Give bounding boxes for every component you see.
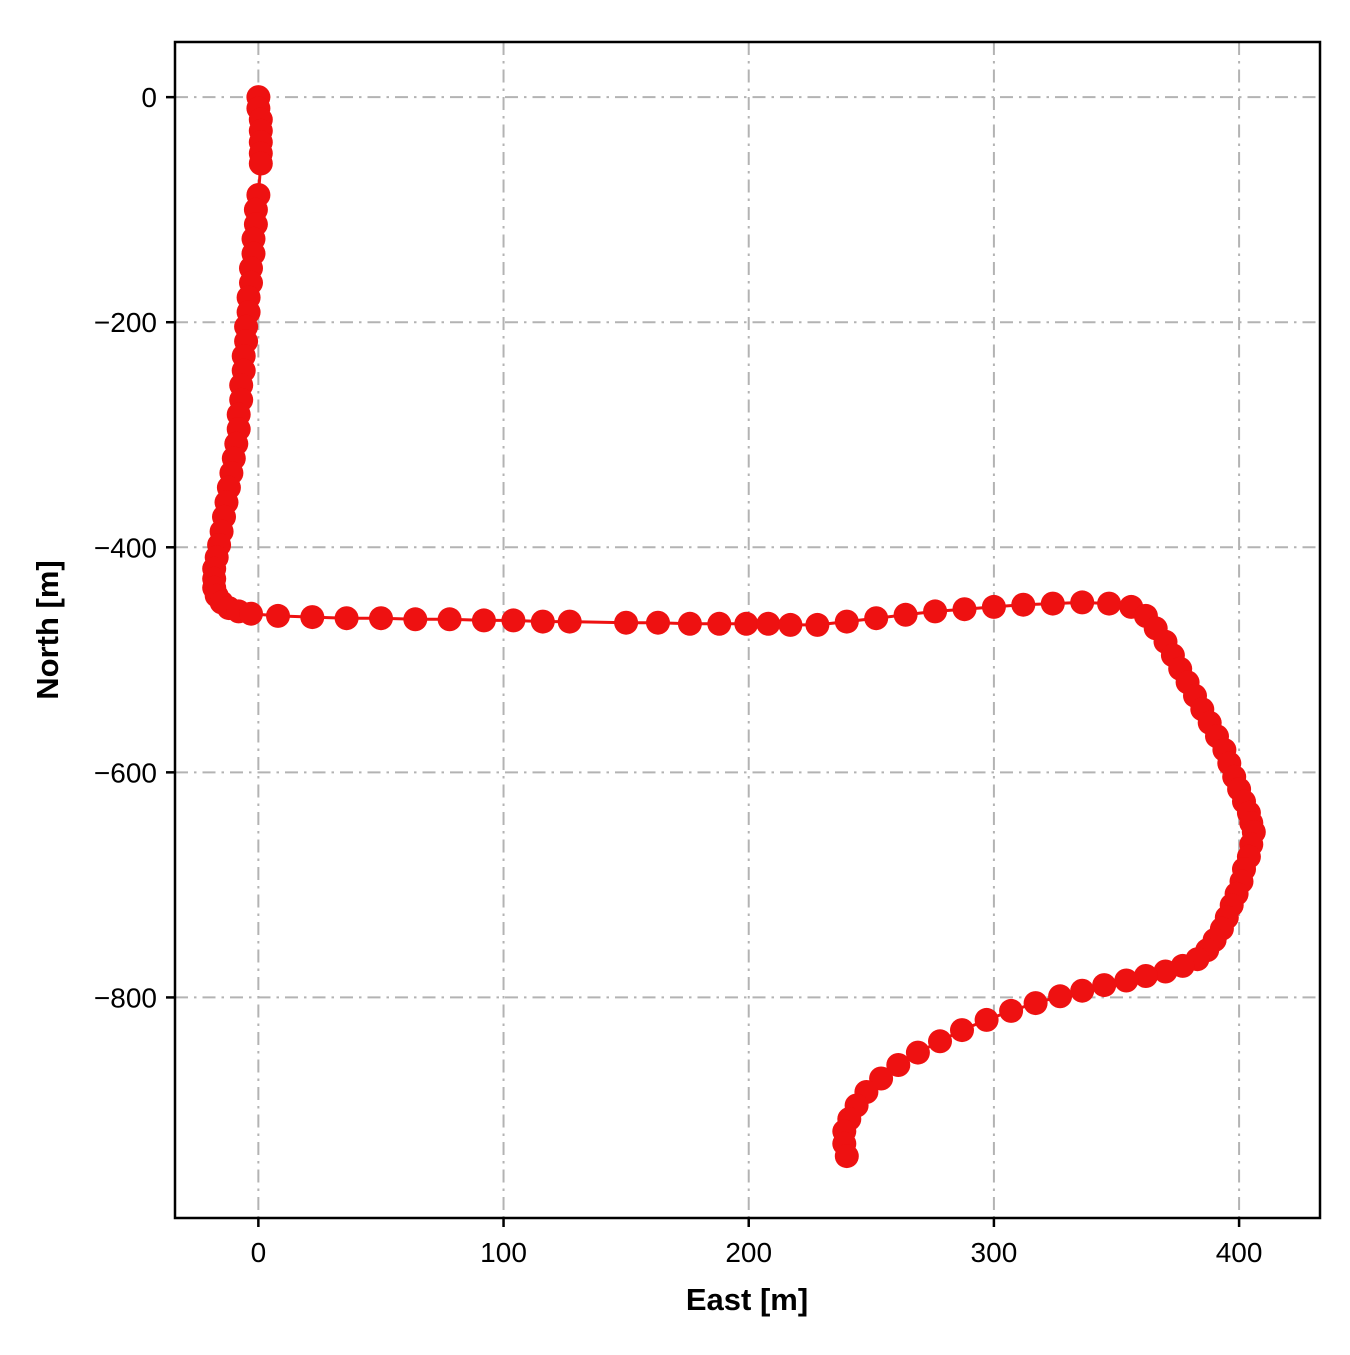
trajectory-marker: [266, 603, 290, 628]
grid-lines: [175, 42, 1320, 1218]
trajectory-marker: [923, 599, 948, 624]
trajectory-marker: [1114, 968, 1139, 993]
trajectory-marker: [403, 607, 428, 632]
trajectory-marker: [334, 606, 359, 631]
x-tick-label: 400: [1216, 1237, 1263, 1268]
y-tick-label: −400: [94, 532, 157, 563]
trajectory-marker: [530, 609, 555, 634]
trajectory-marker: [1048, 984, 1073, 1009]
x-axis-label: East [m]: [686, 1282, 808, 1317]
trajectory-marker: [981, 594, 1006, 619]
y-axis-label: North [m]: [30, 560, 65, 699]
trajectory-marker: [1070, 590, 1095, 615]
x-tick-label: 200: [725, 1237, 772, 1268]
trajectory-marker: [834, 609, 859, 634]
trajectory-marker: [646, 610, 670, 635]
trajectory-marker: [734, 611, 759, 636]
trajectory-marker: [950, 1018, 974, 1043]
trajectory-marker: [1011, 592, 1036, 617]
trajectory-series: [202, 85, 1266, 1169]
trajectory-marker: [952, 597, 977, 622]
trajectory-marker: [1133, 964, 1158, 988]
trajectory-marker: [437, 607, 462, 632]
trajectory-marker: [614, 610, 639, 635]
trajectory-marker: [905, 1040, 930, 1065]
trajectory-marker: [974, 1007, 999, 1032]
trajectory-marker: [778, 612, 803, 637]
y-tick-label: −800: [94, 982, 157, 1013]
trajectory-marker: [928, 1029, 952, 1054]
trajectory-marker: [501, 608, 526, 633]
trajectory-marker: [471, 608, 496, 633]
trajectory-marker: [1153, 959, 1178, 984]
trajectory-marker: [300, 605, 325, 630]
trajectory-marker: [834, 1144, 859, 1169]
trajectory-marker: [1023, 991, 1048, 1016]
trajectory-marker: [239, 601, 263, 626]
y-tick-label: −200: [94, 307, 157, 338]
trajectory-marker: [248, 151, 273, 176]
x-tick-label: 100: [480, 1237, 527, 1268]
x-tick-label: 0: [251, 1237, 267, 1268]
x-tick-label: 300: [971, 1237, 1018, 1268]
trajectory-marker: [707, 611, 732, 636]
y-tick-label: 0: [141, 82, 157, 113]
y-tick-label: −600: [94, 757, 157, 788]
trajectory-marker: [369, 606, 393, 631]
trajectory-marker: [1097, 591, 1122, 616]
trajectory-marker: [805, 612, 830, 637]
trajectory-marker: [1040, 591, 1065, 616]
trajectory-marker: [1070, 978, 1095, 1003]
trajectory-marker: [677, 611, 702, 636]
trajectory-marker: [864, 606, 889, 631]
trajectory-marker: [886, 1053, 911, 1077]
trajectory-marker: [893, 602, 918, 627]
trajectory-marker: [557, 609, 582, 634]
tick-labels: 0 100 200 300 400 0 −200 −400 −600 −800: [94, 82, 1263, 1268]
axis-ticks: [166, 95, 1241, 1227]
trajectory-marker: [756, 611, 781, 636]
trajectory-marker: [1092, 973, 1117, 998]
trajectory-marker: [999, 998, 1024, 1023]
